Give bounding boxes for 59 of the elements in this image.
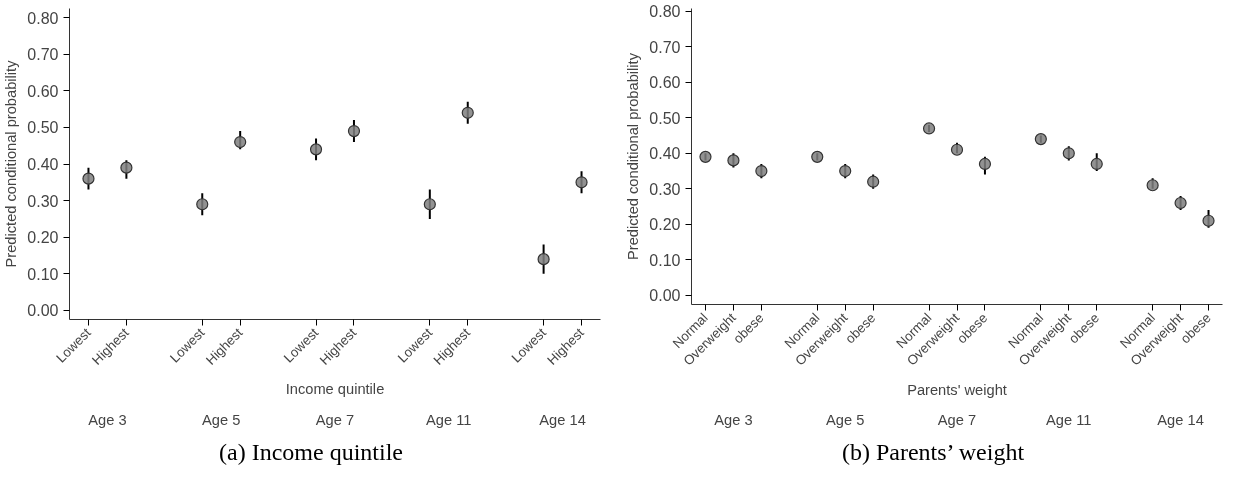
y-tick-label: 0.20 — [649, 216, 681, 234]
point — [811, 150, 824, 163]
point — [1202, 214, 1215, 227]
point — [1174, 196, 1187, 210]
text: Age 5 — [826, 411, 865, 428]
text: (a) Income quintile — [219, 438, 403, 467]
y-tick-label: 0.60 — [649, 74, 681, 92]
text: Age 11 — [1046, 411, 1092, 428]
point — [922, 122, 936, 135]
point — [1034, 133, 1047, 146]
x-axis-title: Parents' weight — [907, 381, 1007, 398]
y-tick-label: 0.60 — [27, 82, 59, 100]
y-tick-label: 0.20 — [27, 229, 59, 247]
point — [537, 253, 550, 266]
point — [347, 124, 361, 138]
text: Age 11 — [426, 411, 472, 428]
x-axis-title: Income quintile — [285, 381, 385, 398]
y-tick-label: 0.40 — [27, 156, 59, 173]
text: Age 5 — [202, 411, 241, 428]
text: Age 7 — [937, 411, 977, 428]
point — [1090, 157, 1103, 171]
y-axis-title: Predicted conditional probability — [3, 59, 20, 268]
y-tick-label: 0.80 — [27, 9, 59, 27]
y-tick-label: 0.30 — [649, 180, 681, 198]
point — [575, 176, 588, 189]
point — [82, 172, 95, 185]
y-tick-label: 0.30 — [27, 192, 59, 210]
text: Age 14 — [1157, 411, 1204, 428]
point — [196, 198, 209, 211]
text: Age 3 — [88, 411, 127, 428]
point — [423, 198, 436, 211]
point — [950, 143, 964, 156]
point — [755, 164, 768, 178]
y-tick-label: 0.10 — [649, 251, 681, 269]
point — [978, 157, 992, 171]
y-tick-label: 0.80 — [649, 3, 681, 21]
point — [120, 161, 133, 174]
text: (b) Parents’ weight — [841, 438, 1025, 467]
y-tick-label: 0.70 — [27, 46, 59, 64]
y-tick-label: 0.00 — [27, 302, 59, 320]
point — [309, 143, 323, 156]
y-tick-label: 0.00 — [649, 287, 681, 305]
point — [461, 106, 474, 119]
point — [234, 135, 247, 149]
point — [699, 150, 712, 163]
y-tick-label: 0.10 — [27, 265, 59, 283]
y-tick-label: 0.40 — [649, 145, 681, 163]
text: Age 14 — [539, 411, 586, 428]
y-tick-label: 0.50 — [27, 119, 59, 137]
text: Age 7 — [315, 411, 355, 428]
y-tick-label: 0.50 — [649, 109, 681, 127]
y-tick-label: 0.70 — [649, 38, 681, 56]
point — [1146, 179, 1159, 192]
point — [727, 154, 740, 167]
point — [1062, 147, 1075, 160]
point — [839, 164, 852, 178]
point — [867, 175, 880, 188]
y-axis-title: Predicted conditional probability — [625, 52, 642, 260]
text: Age 3 — [714, 411, 753, 428]
